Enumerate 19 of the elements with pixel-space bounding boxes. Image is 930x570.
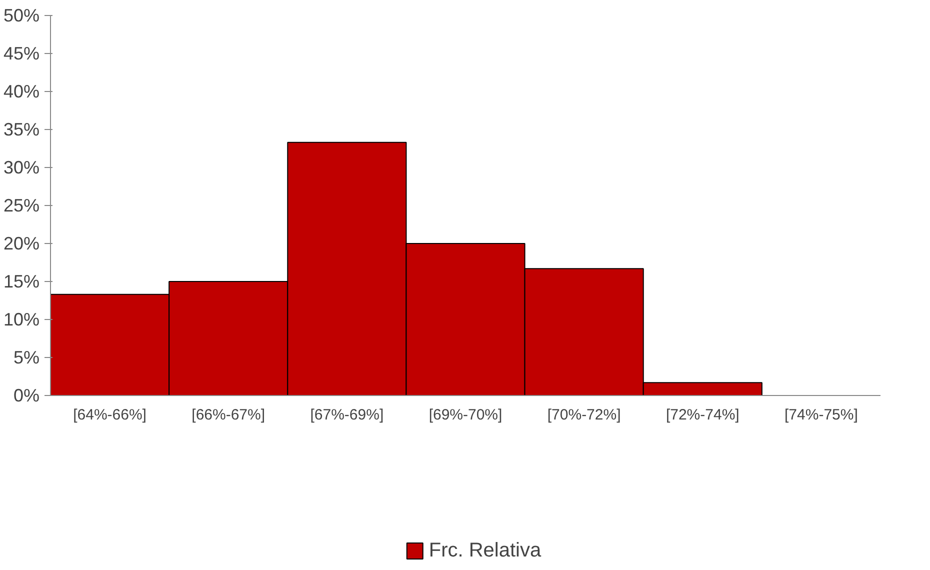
x-tick-label: [66%-67%] xyxy=(192,406,266,424)
x-tick-label: [67%-69%] xyxy=(310,406,384,424)
legend-label: Frc. Relativa xyxy=(428,539,542,562)
y-tick-label: 30% xyxy=(3,158,40,178)
y-tick-label: 15% xyxy=(3,272,40,292)
y-tick-label: 5% xyxy=(13,348,40,368)
y-tick-label: 45% xyxy=(3,44,40,64)
y-tick-label: 20% xyxy=(3,234,40,254)
x-tick-label: [69%-70%] xyxy=(428,406,502,424)
y-tick-label: 40% xyxy=(3,82,40,102)
x-tick-label: [64%-66%] xyxy=(73,406,146,424)
y-tick-label: 10% xyxy=(3,310,40,330)
y-tick-label: 50% xyxy=(3,6,40,26)
x-tick-label: [70%-72%] xyxy=(547,406,621,424)
x-tick-label: [74%-75%] xyxy=(784,406,858,424)
y-tick-label: 35% xyxy=(3,120,40,140)
x-tick-label: [72%-74%] xyxy=(666,406,740,424)
y-tick-label: 0% xyxy=(13,386,40,406)
y-tick-label: 25% xyxy=(3,196,40,216)
